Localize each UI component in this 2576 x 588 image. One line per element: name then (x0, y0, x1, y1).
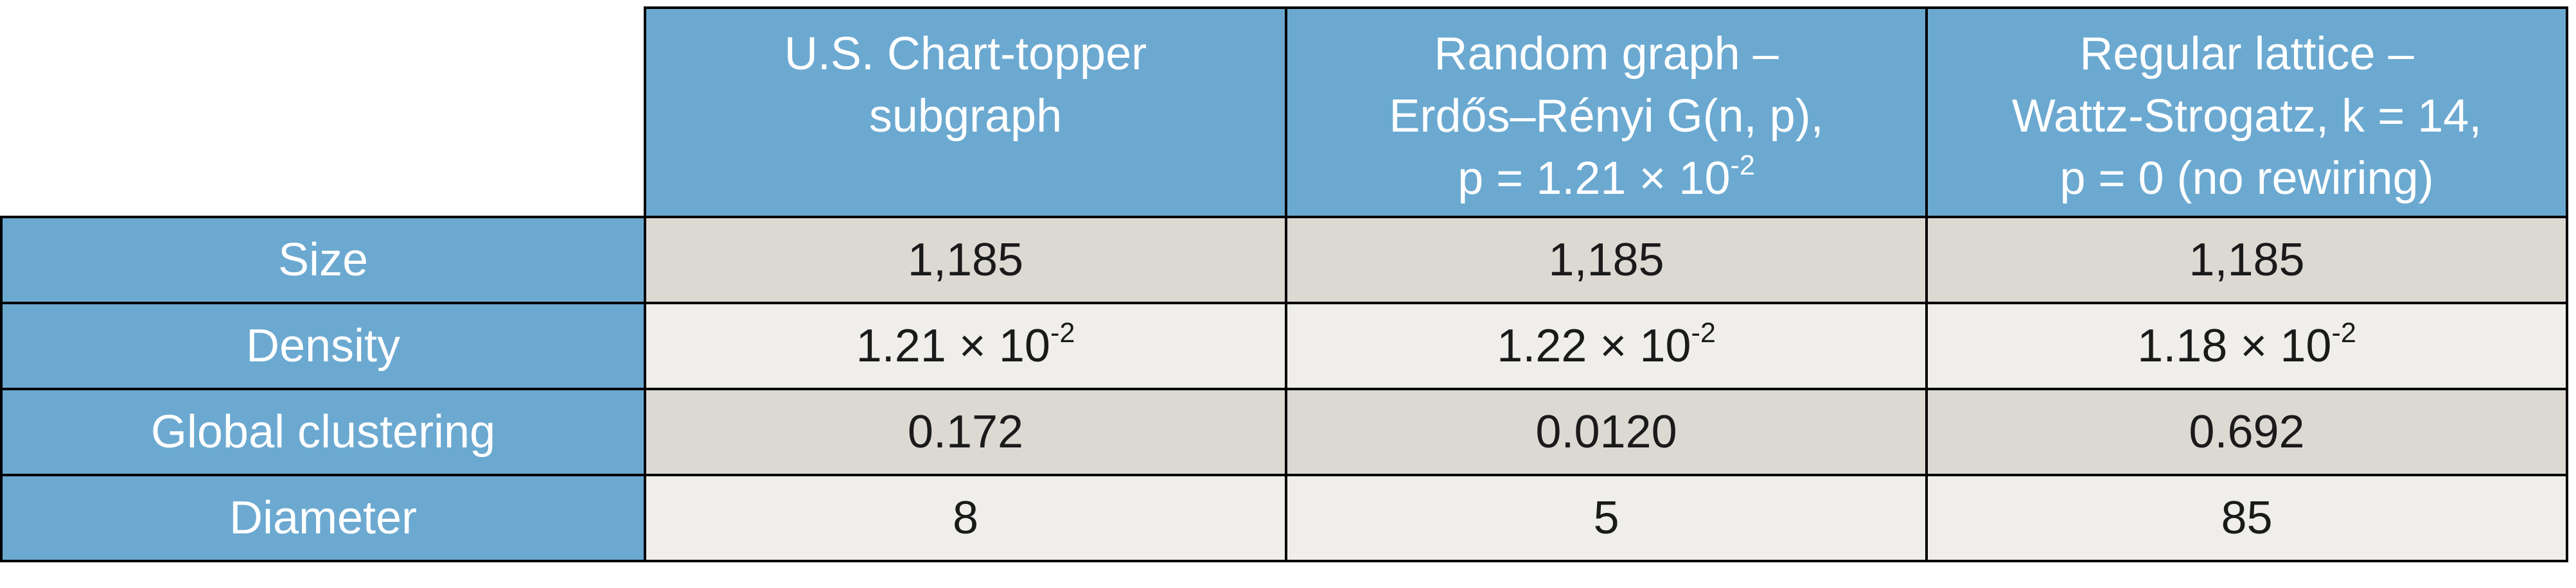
cell-text: 1.18 × 10 (2137, 320, 2332, 372)
header-line: U.S. Chart-topper (784, 28, 1147, 80)
corner-cell (1, 8, 646, 217)
cell-text: 1.21 × 10 (856, 320, 1050, 372)
cell-superscript: -2 (1691, 317, 1716, 349)
table-row: Size 1,185 1,185 1,185 (0, 216, 2568, 304)
header-line: p = 0 (no rewiring) (2060, 153, 2434, 204)
cell-text: 1.22 × 10 (1497, 320, 1691, 372)
row-label: Global clustering (0, 388, 646, 476)
header-line: Regular lattice – (2079, 28, 2414, 80)
header-line: Wattz-Strogatz, k = 14, (2011, 91, 2482, 142)
column-header: Random graph – Erdős–Rényi G(n, p), p = 1.… (1285, 6, 1928, 218)
column-header: U.S. Chart-topper subgraph (644, 6, 1287, 218)
data-cell: 1.18 × 10-2 (1925, 302, 2568, 390)
table-row: Diameter 8 5 85 (0, 474, 2568, 562)
comparison-table: U.S. Chart-topper subgraph Random graph – E… (0, 6, 2568, 562)
row-label: Diameter (0, 474, 646, 562)
data-cell: 1.22 × 10-2 (1285, 302, 1928, 390)
header-superscript: -2 (1730, 150, 1755, 181)
cell-superscript: -2 (2331, 317, 2356, 349)
data-cell: 1,185 (644, 216, 1287, 304)
row-label: Size (0, 216, 646, 304)
data-cell: 1.21 × 10-2 (644, 302, 1287, 390)
cell-superscript: -2 (1050, 317, 1075, 349)
data-cell: 85 (1925, 474, 2568, 562)
data-cell: 0.0120 (1285, 388, 1928, 476)
data-cell: 1,185 (1925, 216, 2568, 304)
header-line: Erdős–Rényi G(n, p), (1389, 91, 1824, 142)
header-line: Random graph – (1434, 28, 1779, 80)
table-row: Density 1.21 × 10-2 1.22 × 10-2 1.18 × 10-2 (0, 302, 2568, 390)
header-line: subgraph (869, 91, 1063, 142)
column-header: Regular lattice – Wattz-Strogatz, k = 14,… (1925, 6, 2568, 218)
data-cell: 0.692 (1925, 388, 2568, 476)
data-cell: 1,185 (1285, 216, 1928, 304)
data-cell: 0.172 (644, 388, 1287, 476)
header-line: p = 1.21 × 10-2 (1458, 150, 1755, 204)
data-cell: 8 (644, 474, 1287, 562)
data-cell: 5 (1285, 474, 1928, 562)
row-label: Density (0, 302, 646, 390)
table-row: Global clustering 0.172 0.0120 0.692 (0, 388, 2568, 476)
header-row: U.S. Chart-topper subgraph Random graph – E… (1, 6, 2568, 218)
